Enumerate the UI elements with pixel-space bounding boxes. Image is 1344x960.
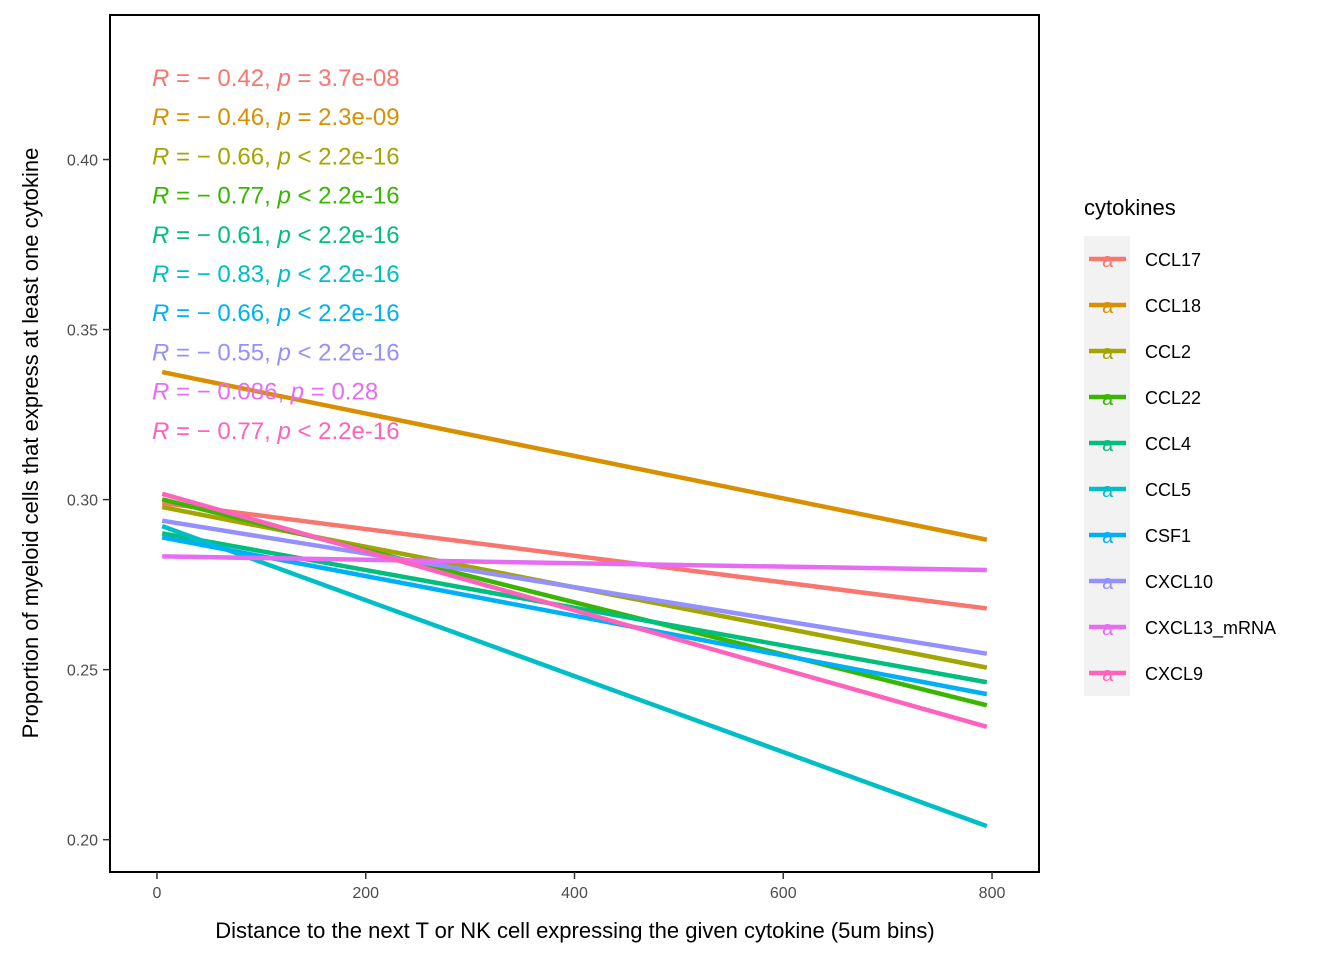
- annotation-cxcl9: R = − 0.77, p < 2.2e-16: [152, 418, 400, 445]
- series-line-csf1: [161, 535, 988, 697]
- legend-item-ccl17: a CCL17: [1089, 250, 1201, 272]
- y-axis: 0.20 0.25 0.30 0.35 0.40: [67, 153, 110, 850]
- y-tick-label: 0.35: [67, 323, 98, 340]
- legend-item-ccl18: a CCL18: [1089, 296, 1201, 318]
- y-tick-label: 0.20: [67, 833, 98, 850]
- legend-item-ccl22: a CCL22: [1089, 388, 1201, 410]
- legend-label: CCL17: [1145, 250, 1201, 270]
- x-tick-label: 600: [770, 885, 797, 902]
- annotation-cxcl10: R = − 0.55, p < 2.2e-16: [152, 339, 400, 366]
- annotation-ccl22: R = − 0.77, p < 2.2e-16: [152, 183, 400, 210]
- legend-key-glyph: a: [1102, 480, 1114, 502]
- series-line-cxcl10: [161, 518, 988, 656]
- legend-label: CCL2: [1145, 342, 1191, 362]
- legend-label: CCL22: [1145, 388, 1201, 408]
- legend-item-cxcl9: a CXCL9: [1089, 664, 1203, 686]
- legend-label: CXCL10: [1145, 572, 1213, 592]
- legend-key-glyph: a: [1102, 664, 1114, 686]
- legend-label: CSF1: [1145, 526, 1191, 546]
- legend-key-glyph: a: [1102, 434, 1114, 456]
- legend-item-ccl4: a CCL4: [1089, 434, 1191, 456]
- y-axis-title: Proportion of myeloid cells that express…: [18, 148, 43, 739]
- legend-item-ccl2: a CCL2: [1089, 342, 1191, 364]
- x-tick-label: 0: [153, 885, 162, 902]
- legend-items: a CCL17 a CCL18 a CCL2 a CCL22 a CCL4 a CCL5 a CSF1 a C…: [1089, 250, 1276, 686]
- series-line-ccl18: [161, 369, 988, 542]
- legend-item-cxcl10: a CXCL10: [1089, 572, 1213, 594]
- x-tick-label: 400: [561, 885, 588, 902]
- plot-area: [161, 369, 988, 829]
- annotation-ccl4: R = − 0.61, p < 2.2e-16: [152, 222, 400, 249]
- legend-title: cytokines: [1084, 195, 1176, 220]
- legend-label: CCL4: [1145, 434, 1191, 454]
- x-tick-label: 800: [979, 885, 1006, 902]
- legend-label: CCL18: [1145, 296, 1201, 316]
- annotation-ccl17: R = − 0.42, p = 3.7e-08: [152, 65, 400, 92]
- legend-item-csf1: a CSF1: [1089, 526, 1191, 548]
- legend-key-glyph: a: [1102, 342, 1114, 364]
- annotation-cxcl13-mrna: R = − 0.086, p = 0.28: [152, 379, 378, 406]
- legend: cytokines a CCL17 a CCL18 a CCL2 a CCL22 a CCL4 a C…: [1084, 195, 1276, 696]
- legend-key-glyph: a: [1102, 388, 1114, 410]
- legend-label: CCL5: [1145, 480, 1191, 500]
- legend-key-glyph: a: [1102, 572, 1114, 594]
- legend-key-background: [1084, 236, 1130, 696]
- y-tick-label: 0.40: [67, 153, 98, 170]
- y-tick-label: 0.25: [67, 663, 98, 680]
- y-tick-label: 0.30: [67, 493, 98, 510]
- annotation-ccl18: R = − 0.46, p = 2.3e-09: [152, 104, 400, 131]
- legend-key-glyph: a: [1102, 250, 1114, 272]
- annotation-ccl2: R = − 0.66, p < 2.2e-16: [152, 143, 400, 170]
- series-line-cxcl9: [161, 491, 988, 729]
- legend-key-glyph: a: [1102, 296, 1114, 318]
- series-line-ccl17: [161, 500, 988, 611]
- x-axis-title: Distance to the next T or NK cell expres…: [215, 918, 934, 943]
- x-tick-label: 200: [352, 885, 379, 902]
- annotation-csf1: R = − 0.66, p < 2.2e-16: [152, 300, 400, 327]
- series-line-ccl5: [161, 524, 988, 829]
- x-axis: 0 200 400 600 800: [153, 872, 1006, 902]
- annotation-ccl5: R = − 0.83, p < 2.2e-16: [152, 261, 400, 288]
- legend-key-glyph: a: [1102, 526, 1114, 548]
- correlation-annotations: R = − 0.42, p = 3.7e-08 R = − 0.46, p = 2…: [152, 65, 400, 445]
- legend-label: CXCL13_mRNA: [1145, 618, 1276, 639]
- legend-key-glyph: a: [1102, 618, 1114, 640]
- series-line-cxcl13-mrna: [162, 554, 987, 573]
- legend-item-cxcl13-mrna: a CXCL13_mRNA: [1089, 618, 1276, 640]
- legend-label: CXCL9: [1145, 664, 1203, 684]
- legend-item-ccl5: a CCL5: [1089, 480, 1191, 502]
